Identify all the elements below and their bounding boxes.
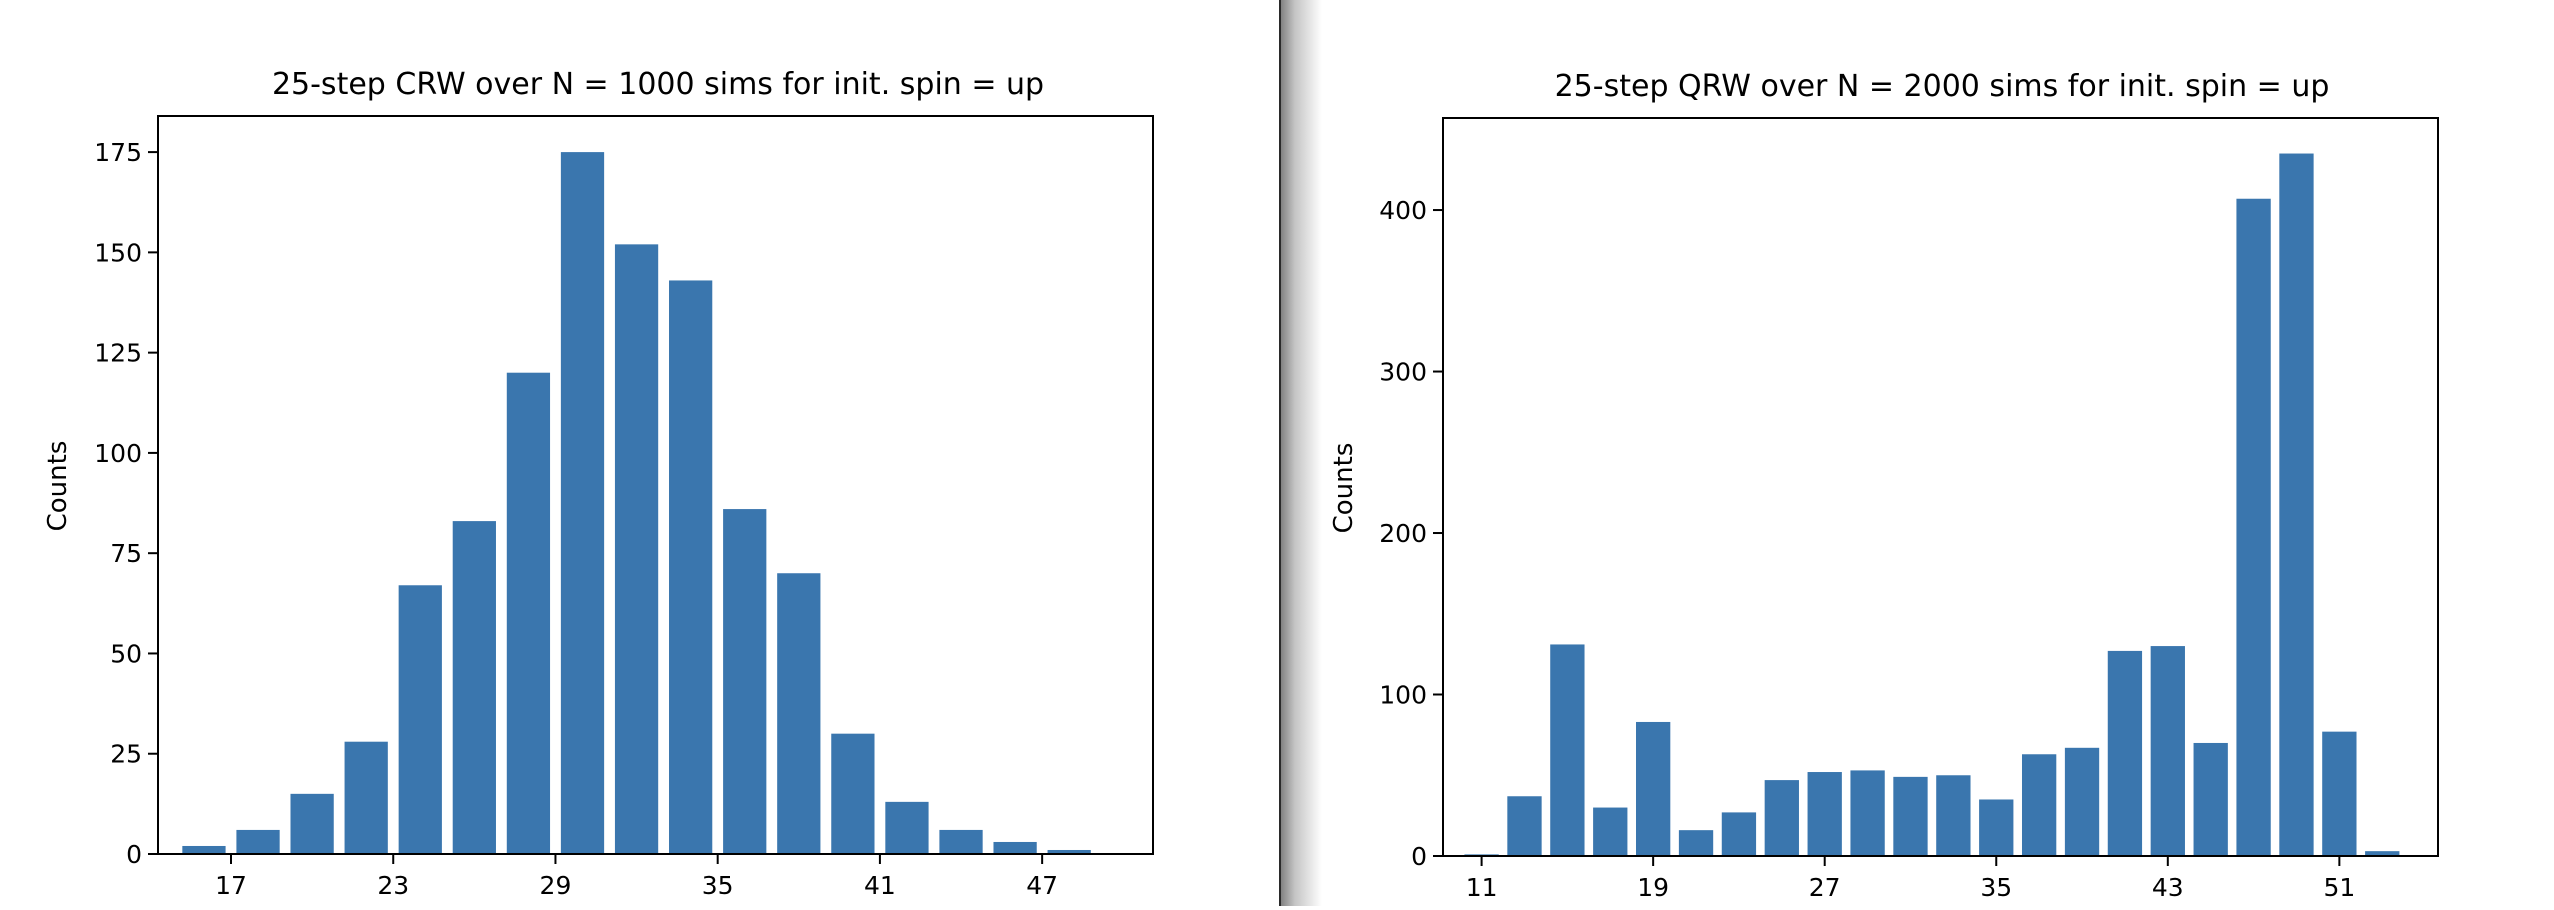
plot-frame <box>157 115 1154 855</box>
x-tick-label: 17 <box>215 871 247 900</box>
bars <box>1464 153 2400 857</box>
crw-histogram-chart: 25-step CRW over N = 1000 sims for init.… <box>43 67 1154 900</box>
x-tick-label: 35 <box>702 871 734 900</box>
bar <box>2193 742 2228 856</box>
y-axis-label: Counts <box>43 441 73 532</box>
bars <box>182 152 1091 855</box>
bar <box>1936 775 1971 856</box>
y-tick-label: 25 <box>110 740 142 769</box>
y-tick-label: 0 <box>1411 842 1427 871</box>
x-tick-label: 29 <box>540 871 572 900</box>
x-ticks: 17 23 29 35 41 47 <box>215 854 1058 900</box>
window-separator-shadow <box>1280 0 1322 906</box>
bar <box>2150 646 2185 856</box>
x-tick-label: 23 <box>377 871 409 900</box>
x-tick-label: 11 <box>1466 873 1498 902</box>
bar <box>1979 799 2014 856</box>
bar <box>344 741 388 854</box>
x-tick-label: 47 <box>1026 871 1058 900</box>
bar <box>398 585 442 854</box>
bar <box>290 793 334 854</box>
bar <box>506 372 551 854</box>
bar <box>560 152 605 855</box>
bar <box>1047 849 1091 854</box>
y-ticks: 0 100 200 300 400 <box>1379 196 1443 871</box>
x-tick-label: 27 <box>1809 873 1841 902</box>
chart-title: 25-step CRW over N = 1000 sims for init.… <box>272 67 1044 102</box>
bar <box>614 244 659 855</box>
bar <box>1550 644 1585 856</box>
bar <box>669 280 713 854</box>
bar <box>2279 153 2314 856</box>
bar <box>993 841 1037 854</box>
bar <box>2236 198 2271 857</box>
y-tick-label: 50 <box>110 639 142 668</box>
bar <box>2107 650 2143 856</box>
chart-title: 25-step QRW over N = 2000 sims for init.… <box>1555 69 2330 104</box>
y-ticks: 0 25 50 75 100 125 150 175 <box>94 138 158 869</box>
bar <box>1807 772 1842 856</box>
y-tick-label: 150 <box>94 238 142 267</box>
bar <box>1893 776 1928 856</box>
x-ticks: 11 19 27 35 43 51 <box>1466 856 2355 902</box>
bar <box>2365 851 2400 856</box>
bar <box>1593 807 1628 856</box>
x-tick-label: 43 <box>2152 873 2184 902</box>
y-axis-label: Counts <box>1329 443 1359 534</box>
bar <box>1850 770 1885 856</box>
bar <box>452 521 496 854</box>
bar <box>1636 721 1671 856</box>
bar <box>885 801 929 854</box>
bar <box>831 733 875 854</box>
x-tick-label: 51 <box>2323 873 2355 902</box>
x-tick-label: 35 <box>1980 873 2012 902</box>
bar <box>2021 754 2057 856</box>
bar <box>2064 747 2100 856</box>
y-tick-label: 125 <box>94 339 142 368</box>
bar <box>2322 731 2357 856</box>
y-tick-label: 400 <box>1379 196 1427 225</box>
bar <box>723 509 767 854</box>
bar <box>236 829 280 854</box>
y-tick-label: 100 <box>94 439 142 468</box>
bar <box>1764 780 1799 856</box>
bar <box>939 829 983 854</box>
y-tick-label: 200 <box>1379 519 1427 548</box>
bar <box>182 845 226 854</box>
y-tick-label: 75 <box>110 539 142 568</box>
bar <box>1721 812 1757 856</box>
y-tick-label: 0 <box>126 840 142 869</box>
qrw-histogram-chart: 25-step QRW over N = 2000 sims for init.… <box>1329 69 2439 902</box>
y-tick-label: 175 <box>94 138 142 167</box>
bar <box>777 573 821 854</box>
y-tick-label: 300 <box>1379 358 1427 387</box>
y-tick-label: 100 <box>1379 681 1427 710</box>
bar <box>1507 796 1542 856</box>
x-tick-label: 41 <box>864 871 896 900</box>
bar <box>1678 830 1714 856</box>
plot-frame <box>1442 117 2439 857</box>
x-tick-label: 19 <box>1637 873 1669 902</box>
